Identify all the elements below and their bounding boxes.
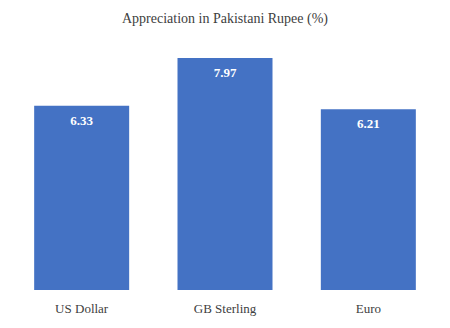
svg-text:6.33: 6.33 (70, 113, 93, 128)
svg-text:Appreciation in Pakistani Rupe: Appreciation in Pakistani Rupee (%) (122, 11, 328, 27)
svg-text:6.21: 6.21 (357, 116, 380, 131)
svg-text:US Dollar: US Dollar (55, 301, 109, 316)
svg-text:7.97: 7.97 (214, 65, 237, 80)
svg-text:Euro: Euro (356, 301, 381, 316)
svg-text:GB Sterling: GB Sterling (194, 301, 257, 316)
